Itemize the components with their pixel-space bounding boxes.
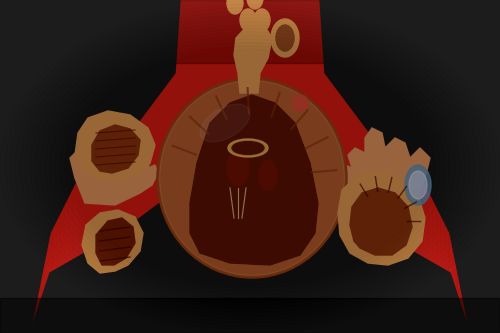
Bar (448, 0, 500, 333)
Ellipse shape (409, 171, 427, 199)
Bar (440, 0, 500, 333)
Ellipse shape (254, 9, 270, 31)
Bar (456, 0, 500, 333)
Bar (0, 0, 76, 333)
Ellipse shape (390, 164, 410, 192)
Bar (496, 0, 500, 333)
Bar (428, 0, 500, 333)
Ellipse shape (405, 165, 431, 205)
Polygon shape (96, 218, 135, 265)
Bar (0, 0, 32, 333)
Bar (492, 0, 500, 333)
Polygon shape (92, 125, 140, 173)
Polygon shape (190, 95, 318, 265)
Bar (444, 0, 500, 333)
Bar (0, 0, 20, 333)
Bar (472, 0, 500, 333)
Ellipse shape (227, 0, 243, 14)
Ellipse shape (157, 78, 347, 278)
Bar (0, 0, 36, 333)
Ellipse shape (247, 0, 263, 9)
Bar (436, 0, 500, 333)
Bar (480, 0, 500, 333)
Ellipse shape (276, 25, 294, 51)
Ellipse shape (240, 9, 256, 31)
Bar (0, 0, 56, 333)
Bar (464, 0, 500, 333)
Ellipse shape (160, 81, 344, 275)
Bar (0, 0, 4, 333)
Bar (0, 0, 40, 333)
Bar (0, 0, 24, 333)
Bar (0, 0, 60, 333)
Bar (0, 0, 64, 333)
Bar (0, 0, 72, 333)
Bar (0, 0, 44, 333)
Bar (0, 0, 500, 63)
Bar (452, 0, 500, 333)
Polygon shape (338, 171, 425, 265)
Bar (424, 0, 500, 333)
Polygon shape (30, 203, 470, 333)
Polygon shape (342, 128, 430, 205)
Polygon shape (0, 0, 180, 333)
Bar (0, 0, 28, 333)
Circle shape (292, 95, 308, 111)
Bar (484, 0, 500, 333)
Bar (0, 0, 12, 333)
Bar (432, 0, 500, 333)
Ellipse shape (227, 151, 249, 185)
Ellipse shape (200, 104, 250, 142)
Ellipse shape (228, 139, 268, 157)
Bar (0, 0, 8, 333)
Ellipse shape (90, 164, 110, 192)
Ellipse shape (271, 19, 299, 57)
Bar (468, 0, 500, 333)
Bar (476, 0, 500, 333)
Polygon shape (320, 0, 500, 333)
Bar (0, 0, 48, 333)
Polygon shape (82, 210, 143, 273)
Polygon shape (234, 25, 272, 93)
Polygon shape (75, 111, 155, 181)
Polygon shape (70, 128, 158, 205)
Bar (0, 298, 500, 333)
Polygon shape (350, 188, 412, 255)
Bar (0, 0, 52, 333)
Bar (460, 0, 500, 333)
Ellipse shape (259, 160, 277, 190)
Ellipse shape (232, 142, 264, 155)
Bar (0, 0, 16, 333)
Bar (0, 0, 68, 333)
Bar (488, 0, 500, 333)
